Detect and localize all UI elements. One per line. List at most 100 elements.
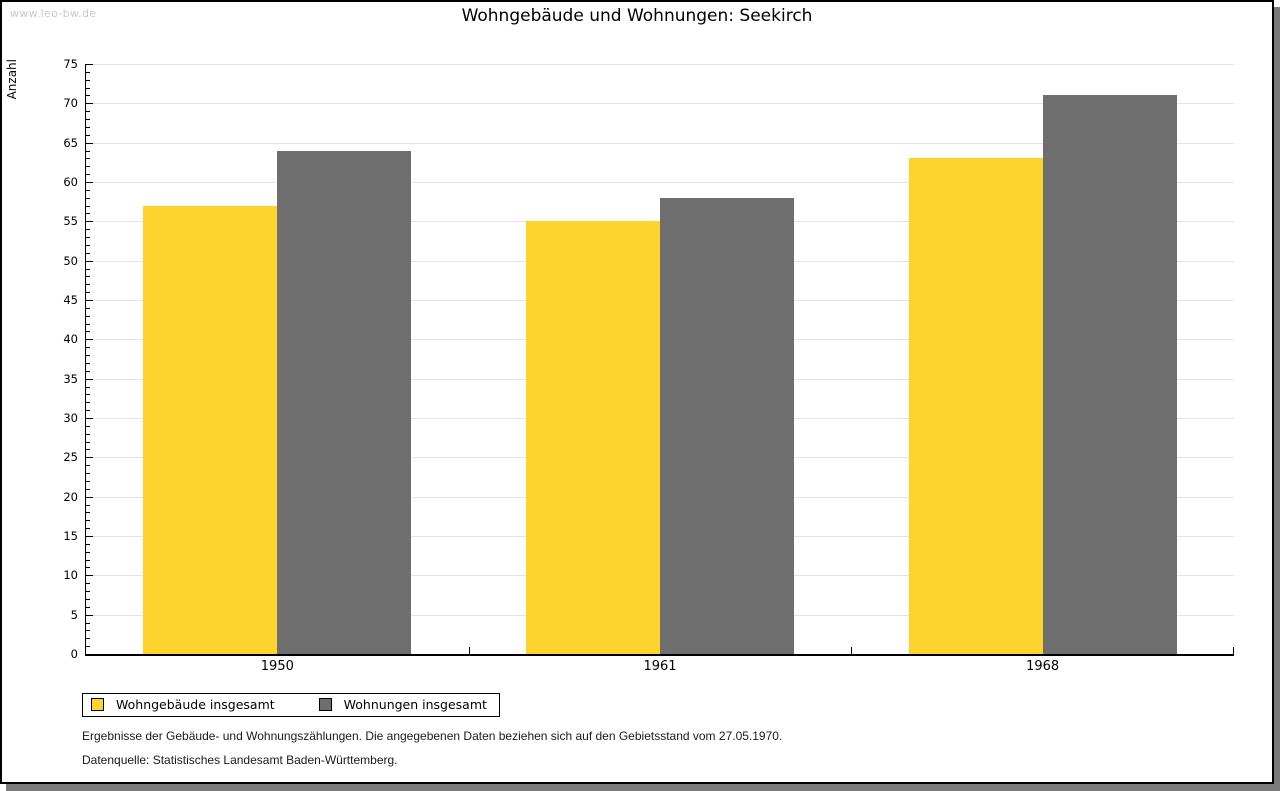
y-minor-tick <box>86 551 90 553</box>
legend: Wohngebäude insgesamt Wohnungen insgesam… <box>82 693 500 717</box>
y-major-tick <box>86 221 93 223</box>
y-minor-tick <box>86 355 90 357</box>
bar-1968-series1 <box>1042 95 1177 654</box>
y-minor-tick <box>86 473 90 475</box>
bar-1950-series1 <box>277 150 412 654</box>
y-major-tick <box>86 457 93 459</box>
y-tick-label: 50 <box>63 253 78 268</box>
x-tick-label: 1968 <box>1026 659 1060 674</box>
y-minor-tick <box>86 111 90 113</box>
y-tick-label: 25 <box>63 450 78 465</box>
y-minor-tick <box>86 79 90 81</box>
y-minor-tick <box>86 638 90 640</box>
y-minor-tick <box>86 630 90 632</box>
y-minor-tick <box>86 315 90 317</box>
bar-1961-series0 <box>526 221 660 654</box>
y-minor-tick <box>86 480 90 482</box>
y-minor-tick <box>86 449 90 451</box>
y-minor-tick <box>86 646 90 648</box>
y-minor-tick <box>86 362 90 364</box>
bar-1968-series0 <box>908 158 1043 654</box>
y-major-tick <box>86 496 93 498</box>
footnote-source: Datenquelle: Statistisches Landesamt Bad… <box>82 753 398 767</box>
y-minor-tick <box>86 276 90 278</box>
y-minor-tick <box>86 174 90 176</box>
y-tick-label: 5 <box>70 607 78 622</box>
y-major-tick <box>86 103 93 105</box>
y-major-tick <box>86 536 93 537</box>
y-major-tick <box>86 614 93 616</box>
y-minor-tick <box>86 134 90 136</box>
y-minor-tick <box>86 189 90 191</box>
y-minor-tick <box>86 323 90 325</box>
page-title: Wohngebäude und Wohnungen: Seekirch <box>461 6 813 26</box>
x-tick-label: 1950 <box>260 659 294 674</box>
y-minor-tick <box>86 394 90 396</box>
y-minor-tick <box>86 347 90 349</box>
y-major-tick <box>86 418 93 419</box>
y-minor-tick <box>86 244 90 246</box>
y-minor-tick <box>86 292 90 294</box>
y-minor-tick <box>86 95 90 97</box>
y-minor-tick <box>86 528 90 530</box>
bar-1950-series0 <box>143 205 278 654</box>
legend-label-wohngebaeude: Wohngebäude insgesamt <box>116 697 275 712</box>
y-minor-tick <box>86 606 90 608</box>
y-minor-tick <box>86 119 90 121</box>
y-minor-tick <box>86 237 90 239</box>
y-minor-tick <box>86 205 90 207</box>
legend-label-wohnungen: Wohnungen insgesamt <box>343 697 487 712</box>
y-minor-tick <box>86 433 90 435</box>
legend-item-wohnungen: Wohnungen insgesamt <box>318 697 487 712</box>
y-axis-title: Anzahl <box>5 59 19 100</box>
y-tick-label: 35 <box>63 371 78 386</box>
y-tick-label: 0 <box>70 647 78 661</box>
y-major-tick <box>86 260 93 262</box>
y-minor-tick <box>86 425 90 427</box>
y-minor-tick <box>86 166 90 168</box>
y-gridline <box>86 142 1234 144</box>
y-minor-tick <box>86 71 90 73</box>
footnote-description: Ergebnisse der Gebäude- und Wohnungszähl… <box>82 729 783 743</box>
y-tick-label: 65 <box>63 135 78 150</box>
y-tick-label: 60 <box>63 175 78 189</box>
y-tick-label: 40 <box>63 332 78 347</box>
y-minor-tick <box>86 402 90 404</box>
y-gridline <box>86 103 1234 105</box>
y-tick-label: 20 <box>63 489 78 504</box>
y-minor-tick <box>86 213 90 215</box>
y-minor-tick <box>86 229 90 231</box>
y-minor-tick <box>86 268 90 270</box>
y-minor-tick <box>86 284 90 286</box>
y-minor-tick <box>86 591 90 593</box>
y-tick-label: 45 <box>63 293 78 307</box>
y-minor-tick <box>86 465 90 467</box>
y-minor-tick <box>86 598 90 600</box>
y-minor-tick <box>86 441 90 443</box>
y-gridline <box>86 182 1234 183</box>
y-minor-tick <box>86 567 90 569</box>
y-gridline <box>86 64 1234 65</box>
legend-swatch-yellow <box>91 698 104 711</box>
x-end-tick <box>1233 647 1234 654</box>
y-tick-label: 55 <box>63 214 78 229</box>
y-tick-label: 75 <box>63 57 78 71</box>
bar-1961-series1 <box>660 197 794 654</box>
y-minor-tick <box>86 252 90 254</box>
y-minor-tick <box>86 197 90 199</box>
y-minor-tick <box>86 559 90 561</box>
y-major-tick <box>86 575 93 577</box>
watermark: www.leo-bw.de <box>10 7 97 20</box>
y-minor-tick <box>86 386 90 388</box>
y-minor-tick <box>86 520 90 522</box>
legend-item-wohngebaeude: Wohngebäude insgesamt <box>91 697 275 712</box>
y-minor-tick <box>86 370 90 372</box>
y-minor-tick <box>86 504 90 506</box>
y-major-tick <box>86 142 93 144</box>
plot-area: 0 5 10 15 20 25 30 35 40 45 50 55 60 65 70 75 1950 1961 19… <box>63 57 1234 674</box>
y-minor-tick <box>86 543 90 545</box>
y-major-tick <box>86 182 93 183</box>
x-tick-label: 1961 <box>643 659 677 674</box>
y-minor-tick <box>86 331 90 333</box>
